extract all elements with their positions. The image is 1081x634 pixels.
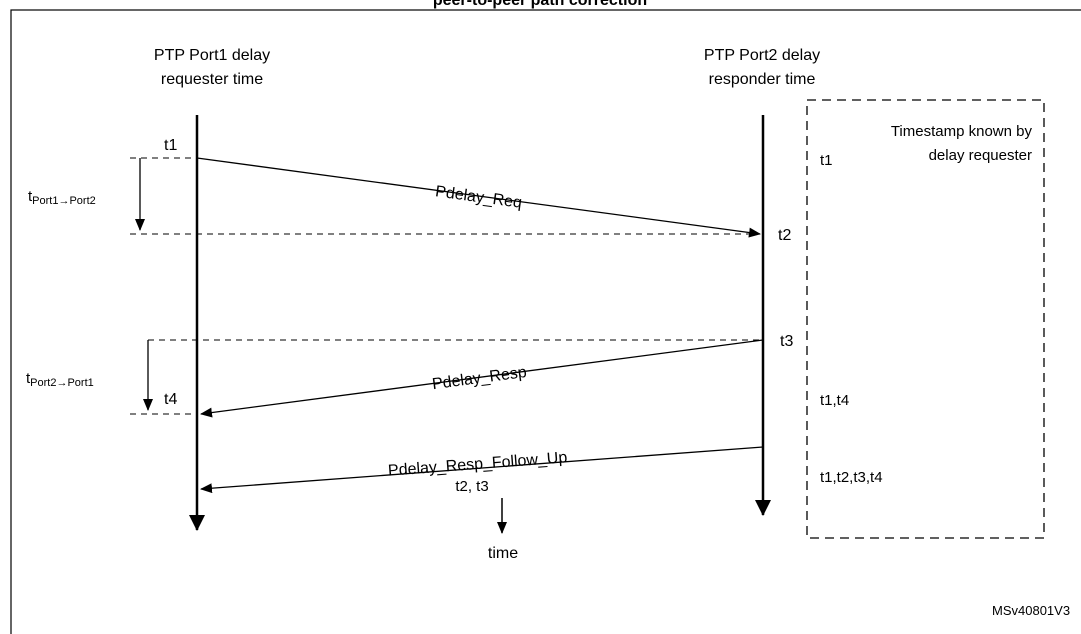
outer-frame xyxy=(10,9,1081,634)
timestamp-box xyxy=(806,99,1045,539)
port2-label-line2: responder time xyxy=(709,71,816,88)
interval-port2-port1-sub: Port2→Port1 xyxy=(30,377,94,389)
interval-port2-port1-base: t xyxy=(26,370,31,387)
port1-label-line1: PTP Port1 delay xyxy=(154,47,270,64)
t3-label: t3 xyxy=(780,333,793,350)
time-label: time xyxy=(488,545,518,562)
timestamp-box-title-line1: Timestamp known by xyxy=(891,123,1033,140)
pdelay-req-arrow xyxy=(196,157,761,238)
interval-port2-port1-label: tPort2→Port1 xyxy=(26,370,94,389)
interval-port1-port2-sub: Port1→Port2 xyxy=(32,195,96,207)
follow-up-payload-label: t2, t3 xyxy=(455,478,488,495)
known-row-3: t1,t2,t3,t4 xyxy=(820,469,883,486)
pdelay-resp-label: Pdelay_Resp xyxy=(431,364,528,393)
port2-label-line1: PTP Port2 delay xyxy=(704,47,820,64)
port1-label-line2: requester time xyxy=(161,71,263,88)
timestamp-box-title-line2: delay requester xyxy=(929,147,1032,164)
known-row-2: t1,t4 xyxy=(820,392,849,409)
diagram-title: peer-to-peer path correction xyxy=(433,0,647,9)
pdelay-resp-arrow xyxy=(200,339,764,418)
t4-label: t4 xyxy=(164,391,177,408)
pdelay-resp-follow-up-label: Pdelay_Resp_Follow_Up xyxy=(387,449,568,479)
pdelay-req-label: Pdelay_Req xyxy=(434,183,523,212)
t1-label: t1 xyxy=(164,137,177,154)
t2-label: t2 xyxy=(778,227,791,244)
pdelay-resp-follow-up-arrow xyxy=(200,446,764,494)
figure-id: MSv40801V3 xyxy=(992,603,1070,618)
interval-port1-port2-label: tPort1→Port2 xyxy=(28,188,96,207)
interval-port1-port2-base: t xyxy=(28,188,33,205)
known-row-1: t1 xyxy=(820,152,833,169)
